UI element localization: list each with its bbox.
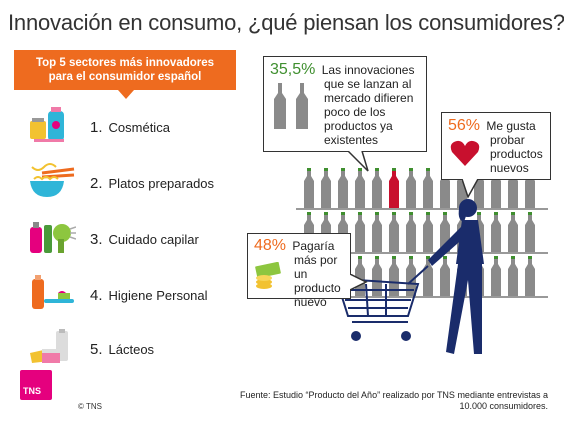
shelf-bottle xyxy=(525,212,535,252)
bubble-tail xyxy=(348,151,369,172)
shelf-bottle xyxy=(304,168,314,208)
toothpaste-icon xyxy=(32,275,74,309)
bottle-cap xyxy=(426,168,430,171)
shelf-bottle xyxy=(440,256,450,296)
shelf-bottle xyxy=(372,168,382,208)
shelf-bottle xyxy=(321,168,331,208)
banner-line-2: para el consumidor español xyxy=(48,71,202,83)
bottle-cap xyxy=(426,212,430,215)
like-new-products-callout: 56% Me gusta probar productos nuevos xyxy=(441,112,551,199)
heart-icon xyxy=(450,140,480,166)
cosmetics-icon xyxy=(30,107,64,142)
bottle-cap xyxy=(358,212,362,215)
sector-item-personal-hygiene: 4. Higiene Personal xyxy=(28,275,258,315)
bottle-cap xyxy=(528,256,532,259)
bottle-cap xyxy=(409,212,413,215)
tns-logo: TNS xyxy=(20,370,52,400)
bottle-cap xyxy=(341,212,345,215)
top-sectors-banner: Top 5 sectores más innovadores para el c… xyxy=(14,50,236,99)
shelf-bottle xyxy=(491,212,501,252)
bottle-cap xyxy=(392,256,396,259)
shelf-bottle xyxy=(338,168,348,208)
banner-line-1: Top 5 sectores más innovadores xyxy=(35,57,215,69)
shelf-bottle xyxy=(406,168,416,208)
bubble-tail xyxy=(350,274,368,291)
shelf-bottle xyxy=(406,212,416,252)
bottle-cap xyxy=(477,212,481,215)
noodle-bowl-icon xyxy=(30,163,75,197)
bottle-cap xyxy=(358,168,362,171)
bottle-cap xyxy=(511,212,515,215)
bottle-cap xyxy=(409,256,413,259)
bottle-cap xyxy=(375,256,379,259)
bottle-cap xyxy=(392,212,396,215)
sector-item-hair-care: 3. Cuidado capilar xyxy=(28,219,258,259)
pay-more-callout: 48% Pagaría más por un producto nuevo xyxy=(247,233,368,309)
bottle-cap xyxy=(528,212,532,215)
bottles-icon xyxy=(274,83,308,129)
pay-percentage: 48% xyxy=(254,237,287,254)
like-percentage: 56% xyxy=(448,117,481,134)
bottle-cap xyxy=(307,168,311,171)
hair-care-icon xyxy=(30,222,76,253)
bottle-cap xyxy=(324,168,328,171)
shelf-bottle xyxy=(372,212,382,252)
shelf-bottle xyxy=(508,256,518,296)
shelf-bottle xyxy=(389,256,399,296)
sector-label: 3. Cuidado capilar xyxy=(90,231,199,248)
bottle-cap xyxy=(443,256,447,259)
shelf-bottle xyxy=(508,212,518,252)
bottle-cap xyxy=(494,256,498,259)
bottle-cap xyxy=(443,212,447,215)
bottle-cap xyxy=(392,168,396,171)
bottle-cap xyxy=(426,256,430,259)
page-title: Innovación en consumo, ¿qué piensan los … xyxy=(8,10,564,35)
source-note: Fuente: Estudio “Producto del Año” reali… xyxy=(239,390,548,411)
bottle-cap xyxy=(358,256,362,259)
copyright: © TNS xyxy=(78,402,102,411)
bottle-cap xyxy=(375,212,379,215)
money-icon xyxy=(255,262,281,289)
innovations-percentage: 35,5% xyxy=(270,61,316,78)
shelf-bottle xyxy=(389,212,399,252)
sector-label: 2. Platos preparados xyxy=(90,175,215,192)
shelf-bottle xyxy=(423,212,433,252)
innovations-callout: 35,5% Las innovaciones que se lanzan al … xyxy=(263,56,427,172)
shelf-bottle xyxy=(389,168,399,208)
bottle-cap xyxy=(494,212,498,215)
shelf-bottle xyxy=(406,256,416,296)
shelf-bottle xyxy=(372,256,382,296)
shelf-bottle xyxy=(423,256,433,296)
bottle-cap xyxy=(324,212,328,215)
sector-item-cosmetics: 1. Cosmética xyxy=(28,107,258,147)
innovations-text-line: Las innovaciones xyxy=(321,63,415,77)
bottle-cap xyxy=(341,168,345,171)
dairy-icon xyxy=(30,329,68,363)
sector-label: 5. Lácteos xyxy=(90,341,155,358)
sector-label: 4. Higiene Personal xyxy=(90,287,208,304)
shelf-bottle xyxy=(355,168,365,208)
shelf-bottle xyxy=(525,256,535,296)
bubble-tail xyxy=(462,179,479,199)
bottle-cap xyxy=(409,168,413,171)
bottle-cap xyxy=(511,256,515,259)
shelf-bottle xyxy=(491,256,501,296)
shelf-bottle xyxy=(423,168,433,208)
sector-label: 1. Cosmética xyxy=(90,119,170,136)
bottle-cap xyxy=(375,168,379,171)
shelf-bottle xyxy=(355,212,365,252)
sector-item-prepared-dishes: 2. Platos preparados xyxy=(28,163,258,203)
bottle-cap xyxy=(307,212,311,215)
shopper-woman-icon xyxy=(428,199,484,354)
sector-item-dairy: 5. Lácteos xyxy=(28,329,258,369)
